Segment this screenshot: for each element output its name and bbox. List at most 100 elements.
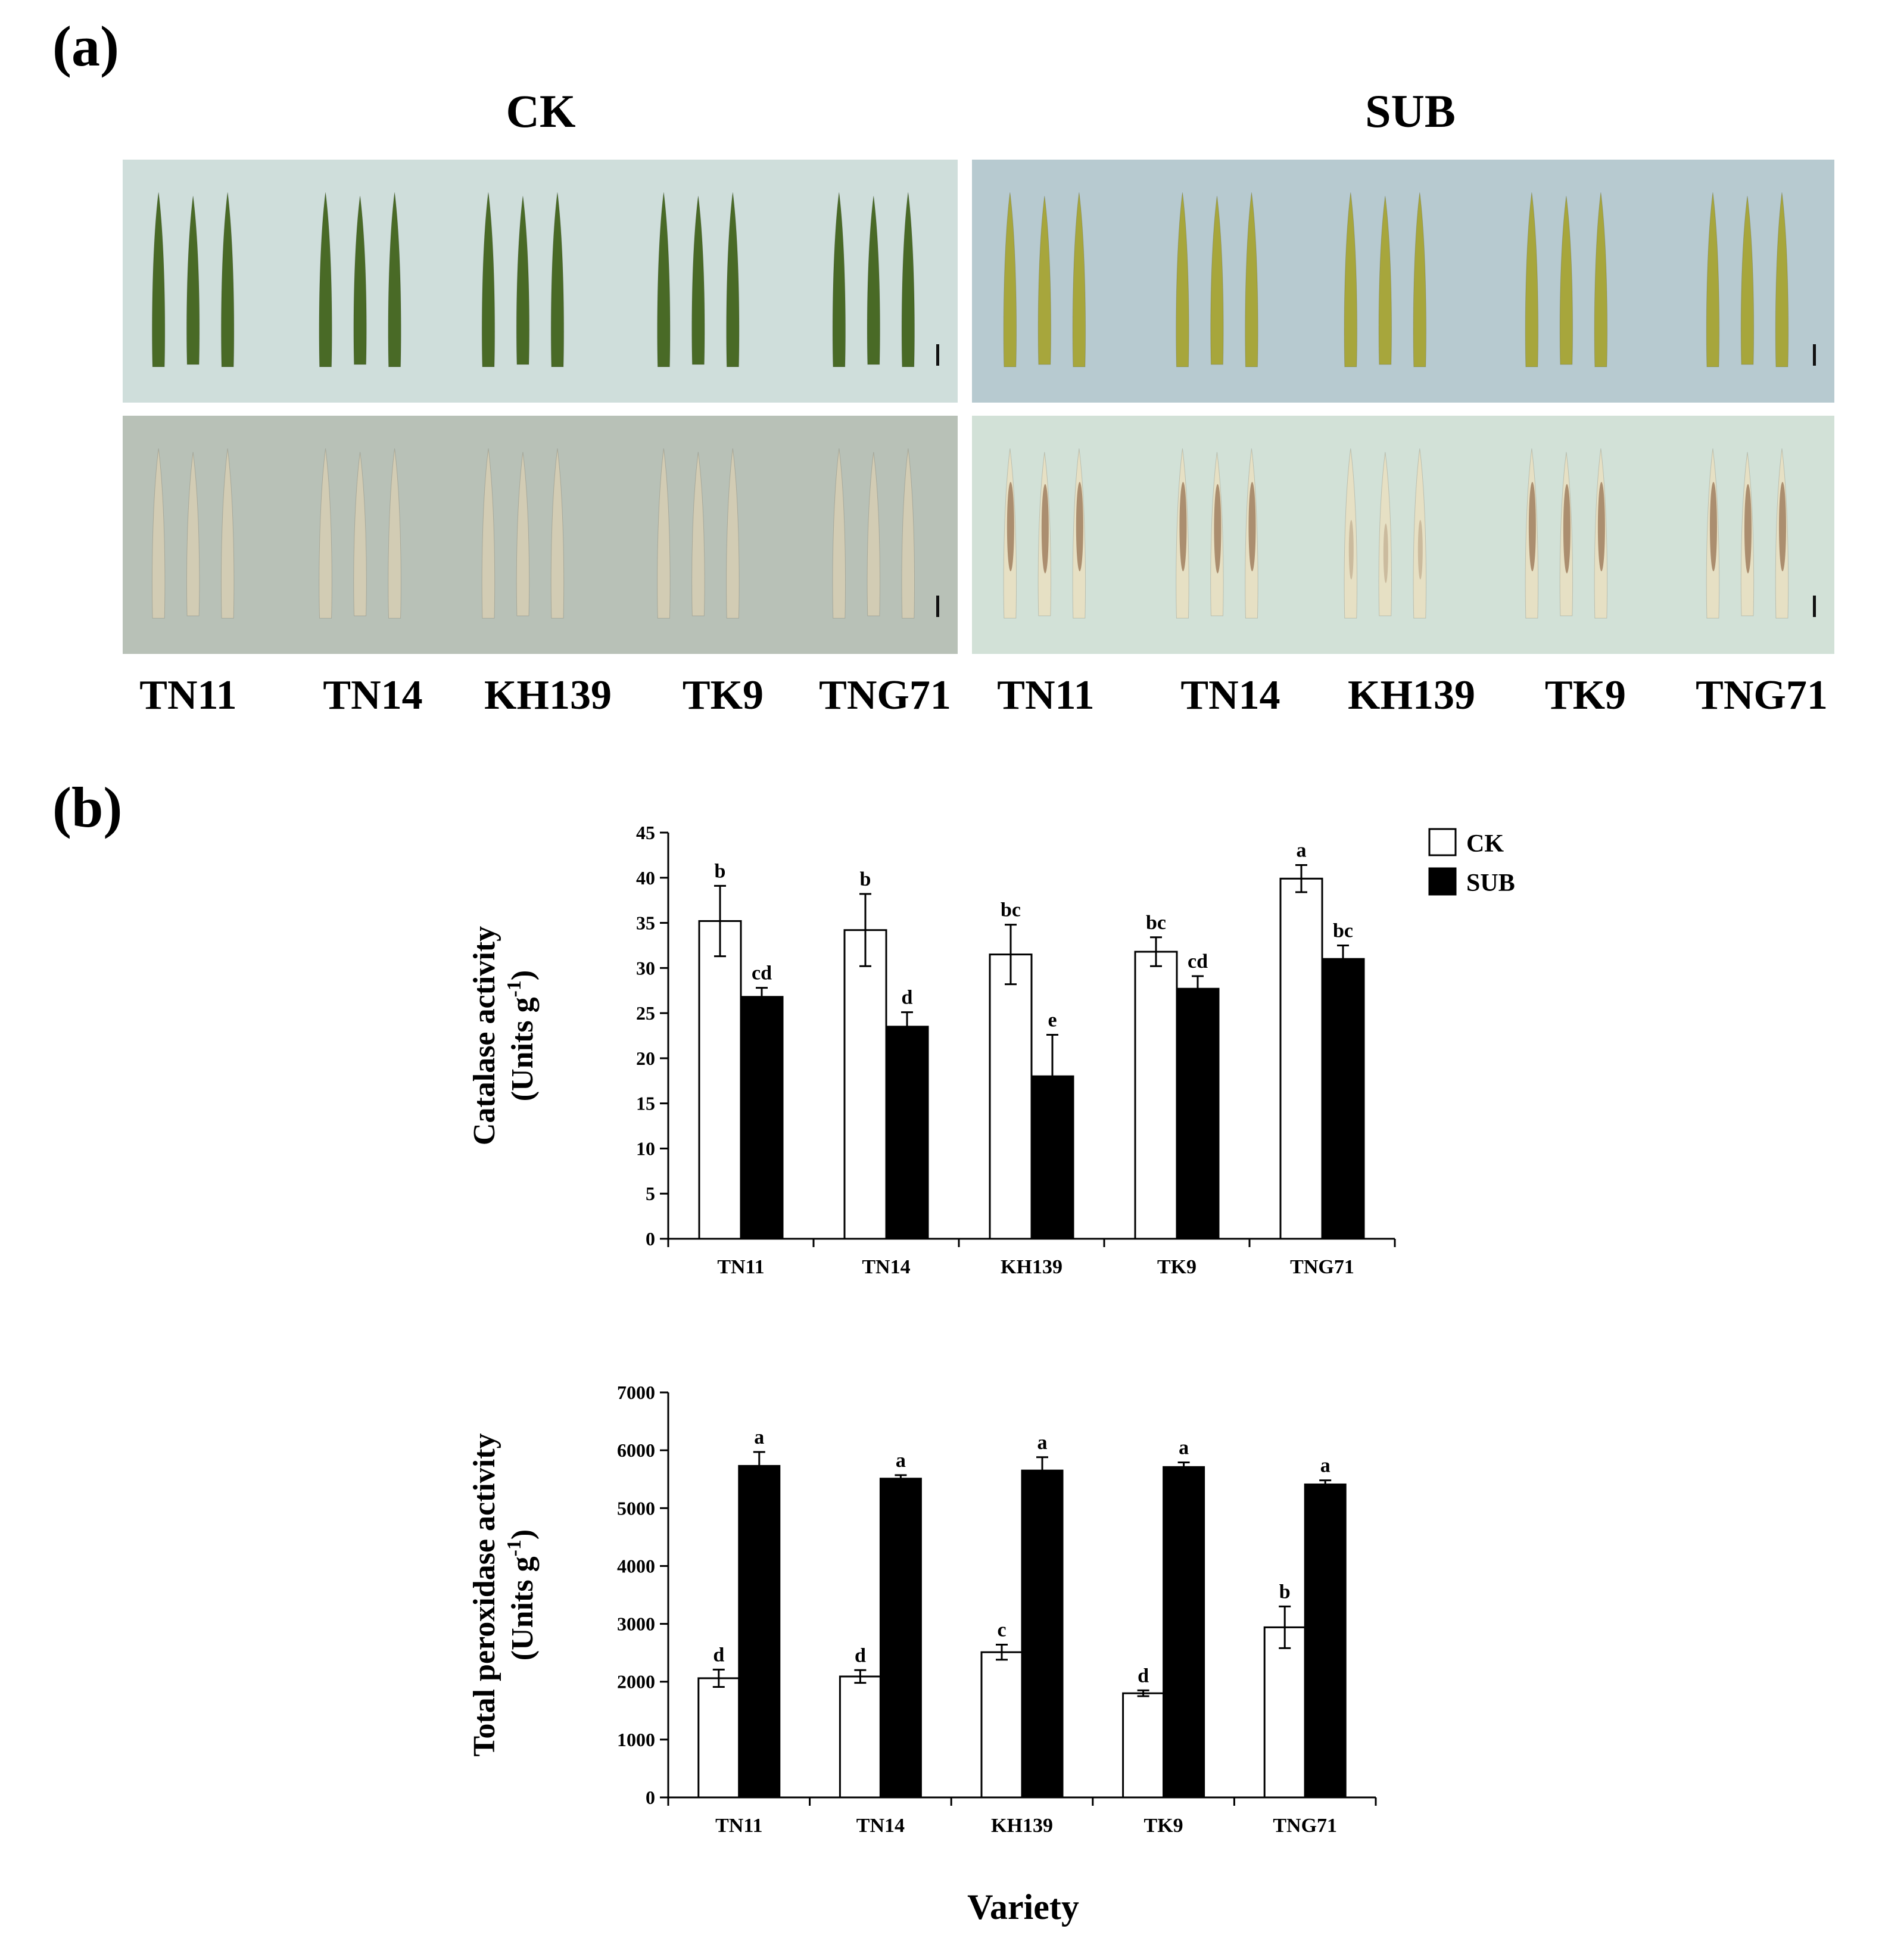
y-axis-title-unit: (Units g <box>506 997 540 1101</box>
y-tick-label: 35 <box>636 912 655 934</box>
ck-top-leaf <box>691 195 705 365</box>
y-axis-title-line1: Total peroxidase activity <box>468 1433 501 1756</box>
ck-top-leaf <box>726 192 740 367</box>
sub-top-leaf <box>1413 192 1426 367</box>
y-axis-title-superscript: -1 <box>503 980 525 997</box>
y-tick-label: 2000 <box>617 1671 655 1693</box>
sub-bottom-stain <box>1348 520 1354 579</box>
y-tick-label: 3000 <box>617 1613 655 1635</box>
ck-bar <box>839 1675 881 1799</box>
photo-sub-stained <box>972 416 1834 654</box>
ck-bar <box>980 1651 1023 1799</box>
y-axis-title-unit: (Units g <box>506 1556 540 1660</box>
ck-bottom-leaf <box>388 448 401 619</box>
sub-bottom-stain <box>1248 482 1256 572</box>
y-tick-label: 45 <box>636 822 655 843</box>
ck-top-image <box>123 160 958 403</box>
ck-bottom-leaf <box>550 448 565 619</box>
y-tick-label: 30 <box>636 957 655 979</box>
significance-letter: b <box>715 860 726 882</box>
ck-bottom-background <box>123 416 958 654</box>
variety-label-ck-5: TNG71 <box>819 672 951 718</box>
ck-top-leaf <box>353 195 367 365</box>
significance-letter: d <box>855 1644 866 1666</box>
y-tick-label: 4000 <box>617 1555 655 1576</box>
catalase-chart: 0 5 10 15 20 25 30 35 40 45 TN11 b cd TN14 b d KH139 bc e T… <box>468 822 1515 1278</box>
y-tick-label: 5 <box>646 1183 655 1204</box>
photo-ck-stained <box>123 416 958 654</box>
significance-letter: bc <box>1001 899 1021 921</box>
x-tick-label: KH139 <box>1001 1256 1062 1278</box>
x-tick-label: TK9 <box>1157 1256 1196 1278</box>
ck-bar <box>1263 1626 1306 1799</box>
y-tick-label: 25 <box>636 1002 655 1024</box>
sub-top-leaf <box>1378 195 1392 365</box>
y-axis-title-line1: Catalase activity <box>468 926 501 1145</box>
sub-bottom-stain <box>1041 484 1049 574</box>
sub-bottom-stain <box>1214 484 1222 574</box>
x-tick-label: TK9 <box>1144 1815 1183 1837</box>
sub-bottom-leaf <box>1413 448 1426 619</box>
x-tick-label: TN11 <box>715 1815 762 1837</box>
sub-bar <box>885 1026 929 1240</box>
sub-bar <box>740 996 784 1240</box>
panel-a-label: (a) <box>52 14 119 78</box>
y-tick-label: 7000 <box>617 1382 655 1403</box>
variety-label-sub-5: TNG71 <box>1696 672 1828 718</box>
sub-bar <box>1304 1483 1347 1799</box>
variety-label-sub-3: KH139 <box>1348 672 1475 718</box>
photo-ck-untreated <box>123 160 958 403</box>
significance-letter: b <box>860 868 871 890</box>
ck-bottom-leaf <box>657 448 671 619</box>
sub-bar <box>1163 1466 1205 1799</box>
significance-letter: d <box>713 1644 724 1666</box>
ck-bottom-leaf <box>220 448 235 619</box>
ck-top-leaf <box>867 195 880 365</box>
y-axis-title-line2: (Units g-1) <box>503 970 540 1101</box>
panel-b-label: (b) <box>52 775 123 839</box>
y-tick-label: 15 <box>636 1093 655 1114</box>
ck-top-leaf <box>516 195 530 365</box>
y-axis-title: Catalase activity (Units g-1) <box>468 926 540 1145</box>
ck-top-scale-bar <box>936 344 939 366</box>
y-tick-label: 6000 <box>617 1439 655 1461</box>
significance-letter: c <box>997 1619 1006 1641</box>
ck-bar <box>1134 951 1178 1240</box>
sub-top-leaf <box>1594 192 1608 367</box>
ck-bottom-leaf <box>481 448 496 619</box>
significance-letter: bc <box>1146 912 1166 934</box>
sub-bar <box>1021 1469 1064 1799</box>
ck-bar <box>1122 1692 1165 1799</box>
sub-bar <box>879 1478 922 1799</box>
sub-top-leaf <box>1775 192 1789 367</box>
sub-bottom-stain <box>1563 484 1571 574</box>
ck-top-leaf <box>481 192 496 367</box>
sub-bottom-leaf <box>1344 448 1357 619</box>
y-tick-label: 0 <box>646 1787 655 1808</box>
significance-letter: a <box>1037 1432 1048 1454</box>
y-axis-title-line2: (Units g-1) <box>503 1529 540 1660</box>
significance-letter: a <box>896 1450 906 1472</box>
ck-bar <box>698 920 742 1240</box>
significance-letter: a <box>1297 840 1307 862</box>
ck-bottom-leaf <box>151 448 166 619</box>
sub-bottom-stain <box>1528 482 1536 572</box>
y-tick-label: 40 <box>636 867 655 889</box>
ck-bottom-leaf <box>726 448 740 619</box>
sub-bottom-leaf <box>1378 451 1392 616</box>
ck-bottom-leaf <box>353 451 367 616</box>
sub-top-background <box>972 160 1834 403</box>
variety-label-ck-2: TN14 <box>323 672 423 718</box>
significance-letter: e <box>1048 1009 1057 1031</box>
ck-top-leaf <box>186 195 200 365</box>
ck-top-leaf <box>550 192 565 367</box>
ck-top-leaf <box>901 192 915 367</box>
legend-label-ck: CK <box>1466 830 1504 858</box>
x-tick-label: TN14 <box>862 1256 910 1278</box>
peroxidase-chart: 0 1000 2000 3000 4000 5000 6000 7000 TN11 d a TN14 d… <box>468 1382 1377 1837</box>
sub-bottom-stain <box>1383 524 1388 583</box>
sub-top-leaf <box>1344 192 1357 367</box>
ck-bottom-image <box>123 416 958 654</box>
x-tick-label: TNG71 <box>1273 1815 1337 1837</box>
